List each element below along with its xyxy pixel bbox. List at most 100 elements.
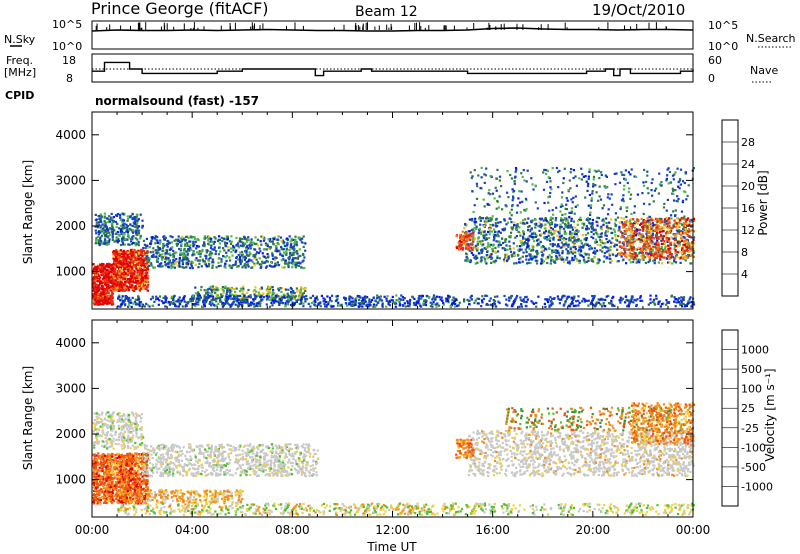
echo-cell xyxy=(573,239,576,242)
echo-cell xyxy=(499,221,502,224)
echo-cell xyxy=(169,254,172,257)
echo-cell xyxy=(161,258,164,261)
echo-cell xyxy=(116,237,119,240)
echo-cell xyxy=(661,237,664,240)
echo-cell xyxy=(407,305,410,308)
echo-cell xyxy=(215,304,218,307)
echo-cell xyxy=(490,253,493,256)
echo-cell xyxy=(180,253,183,256)
echo-cell xyxy=(260,243,263,246)
echo-cell xyxy=(261,261,264,265)
echo-cell xyxy=(255,251,259,254)
echo-cell xyxy=(165,248,168,252)
echo-cell xyxy=(132,256,135,259)
echo-cell xyxy=(292,238,295,241)
echo-cell xyxy=(239,240,242,243)
echo-cell xyxy=(237,244,240,247)
echo-cell xyxy=(281,302,284,305)
echo-cell xyxy=(563,232,566,235)
echo-cell xyxy=(126,273,130,277)
echo-cell xyxy=(682,257,685,260)
echo-cell xyxy=(587,219,590,222)
echo-cell xyxy=(225,242,229,245)
freq-left-label-1: Freq. xyxy=(6,54,33,67)
echo-cell xyxy=(196,294,199,297)
echo-cell xyxy=(183,247,186,251)
echo-cell xyxy=(673,242,676,245)
echo-cell xyxy=(375,303,378,307)
echo-cell xyxy=(123,289,126,292)
echo-cell xyxy=(292,251,295,254)
echo-cell xyxy=(586,216,590,220)
echo-cell xyxy=(652,251,655,254)
echo-cell xyxy=(291,294,294,297)
echo-cell xyxy=(164,264,167,267)
echo-cell xyxy=(668,257,671,261)
echo-cell xyxy=(663,218,667,221)
echo-cell xyxy=(129,252,132,255)
echo-cell xyxy=(192,240,195,243)
echo-cell xyxy=(578,259,581,263)
echo-cell xyxy=(499,243,503,247)
echo-cell xyxy=(654,255,658,258)
echo-cell xyxy=(289,246,292,249)
echo-cell xyxy=(142,261,145,264)
echo-cell xyxy=(250,259,253,262)
echo-cell xyxy=(135,287,138,290)
echo-cell xyxy=(173,263,176,266)
echo-cell xyxy=(300,266,303,269)
echo-cell xyxy=(664,257,667,260)
echo-cell xyxy=(242,256,245,259)
echo-cell xyxy=(108,281,111,284)
echo-cell xyxy=(190,260,193,263)
echo-cell xyxy=(211,240,214,243)
echo-cell xyxy=(208,302,211,305)
echo-cell xyxy=(154,235,158,238)
echo-cell xyxy=(647,229,650,232)
echo-cell xyxy=(170,295,173,298)
echo-cell xyxy=(118,284,121,287)
echo-cell xyxy=(113,289,116,292)
freq-left-label-2: [MHz] xyxy=(4,66,36,79)
echo-cell xyxy=(187,237,190,240)
echo-cell xyxy=(480,251,483,254)
echo-cell xyxy=(485,238,488,241)
echo-cell xyxy=(654,225,657,228)
echo-cell xyxy=(290,290,293,294)
echo-cell xyxy=(525,238,528,241)
echo-cell xyxy=(673,247,676,250)
echo-cell xyxy=(208,287,211,290)
echo-cell xyxy=(141,249,144,252)
echo-cell xyxy=(357,305,361,308)
echo-cell xyxy=(130,278,134,281)
echo-cell xyxy=(107,279,110,282)
echo-cell xyxy=(96,289,99,293)
echo-cell xyxy=(689,248,692,251)
echo-cell xyxy=(183,244,187,247)
echo-cell xyxy=(655,235,658,238)
echo-cell xyxy=(164,236,167,239)
echo-cell xyxy=(621,234,624,237)
echo-cell xyxy=(602,223,605,226)
echo-cell xyxy=(465,252,468,255)
echo-cell xyxy=(660,227,663,230)
echo-cell xyxy=(650,242,653,245)
echo-cell xyxy=(161,249,164,253)
echo-cell xyxy=(661,252,664,256)
echo-cell xyxy=(552,237,555,240)
echo-cell xyxy=(108,215,111,218)
echo-cell xyxy=(510,226,513,229)
echo-cell xyxy=(564,226,567,229)
echo-cell xyxy=(247,295,250,298)
echo-cell xyxy=(611,231,614,235)
echo-cell xyxy=(522,230,525,233)
echo-cell xyxy=(555,229,558,232)
echo-cell xyxy=(164,300,167,304)
noise-series xyxy=(91,27,694,32)
echo-cell xyxy=(645,232,648,235)
echo-cell xyxy=(122,249,125,252)
echo-cell xyxy=(99,300,102,303)
echo-cell xyxy=(353,301,356,304)
echo-cell xyxy=(266,292,270,295)
echo-cell xyxy=(424,301,427,304)
